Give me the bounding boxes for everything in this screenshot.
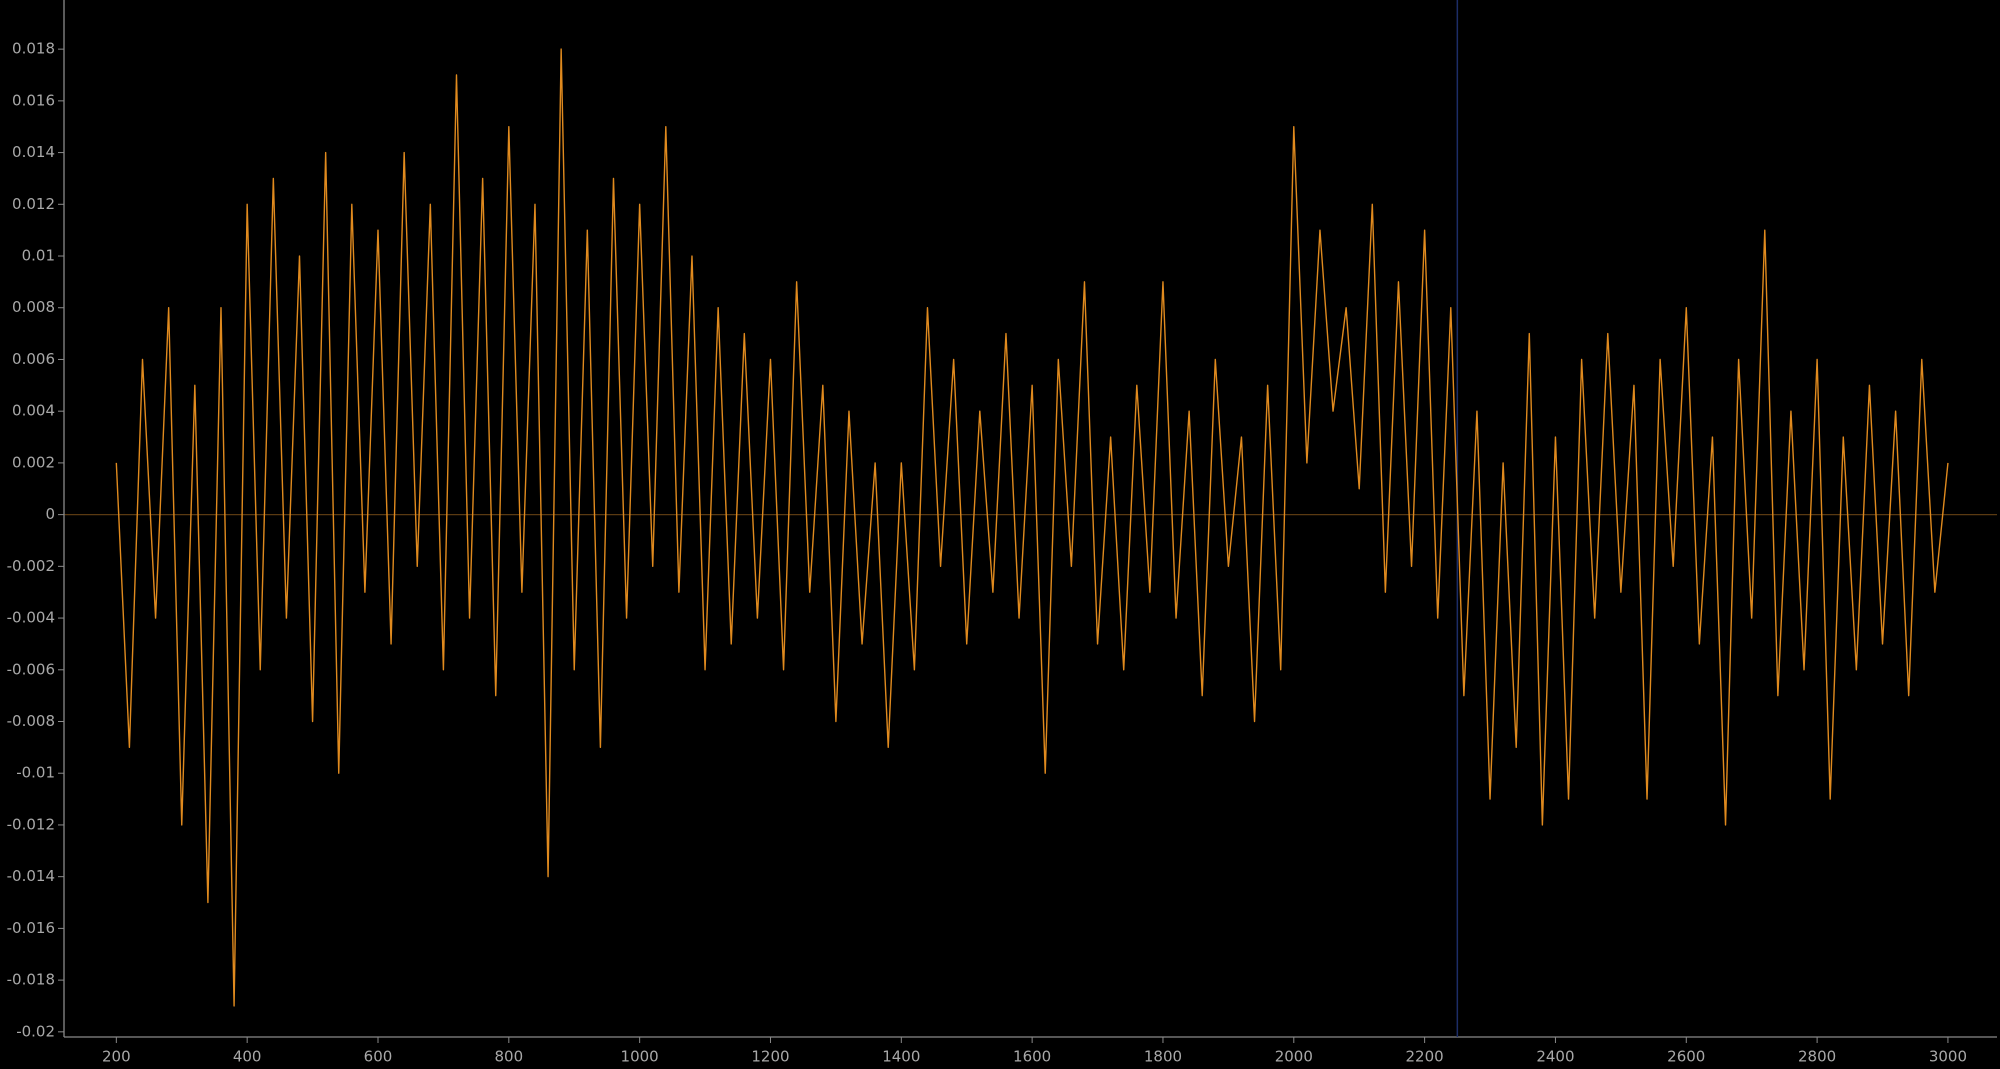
- y-tick-label: 0.002: [12, 453, 55, 471]
- x-tick-label: 3000: [1929, 1048, 1967, 1066]
- y-tick-label: 0: [45, 505, 55, 523]
- x-tick-label: 1800: [1144, 1048, 1182, 1066]
- x-tick-label: 2200: [1406, 1048, 1444, 1066]
- y-tick-label: 0.008: [12, 298, 55, 316]
- x-tick-label: 800: [494, 1048, 523, 1066]
- x-tick-label: 1600: [1013, 1048, 1051, 1066]
- y-tick-label: -0.012: [7, 815, 55, 833]
- x-tick-label: 1200: [751, 1048, 789, 1066]
- y-tick-label: -0.008: [7, 712, 55, 730]
- y-tick-label: -0.006: [7, 660, 55, 678]
- signal-line: [115, 48, 1949, 1007]
- y-tick-label: 0.018: [12, 40, 55, 58]
- y-tick-label: 0.016: [12, 91, 55, 109]
- y-tick-label: 0.014: [12, 143, 55, 161]
- x-tick-label: 2400: [1536, 1048, 1574, 1066]
- y-tick-label: -0.016: [7, 919, 55, 937]
- x-tick-label: 200: [102, 1048, 131, 1066]
- x-tick-label: 2800: [1798, 1048, 1836, 1066]
- y-tick-label: -0.014: [7, 867, 55, 885]
- x-tick-label: 600: [364, 1048, 393, 1066]
- y-tick-label: 0.006: [12, 350, 55, 368]
- x-tick-label: 400: [233, 1048, 262, 1066]
- y-tick-label: -0.002: [7, 557, 55, 575]
- y-tick-label: -0.02: [16, 1022, 55, 1040]
- y-tick-label: -0.018: [7, 971, 55, 989]
- x-tick-label: 2000: [1275, 1048, 1313, 1066]
- x-tick-label: 1000: [621, 1048, 659, 1066]
- y-tick-label: -0.01: [16, 764, 55, 782]
- y-tick-label: 0.012: [12, 195, 55, 213]
- x-tick-label: 2600: [1667, 1048, 1705, 1066]
- y-tick-label: 0.01: [22, 247, 55, 265]
- y-tick-label: -0.004: [7, 609, 55, 627]
- x-tick-label: 1400: [882, 1048, 920, 1066]
- y-tick-label: 0.004: [12, 402, 55, 420]
